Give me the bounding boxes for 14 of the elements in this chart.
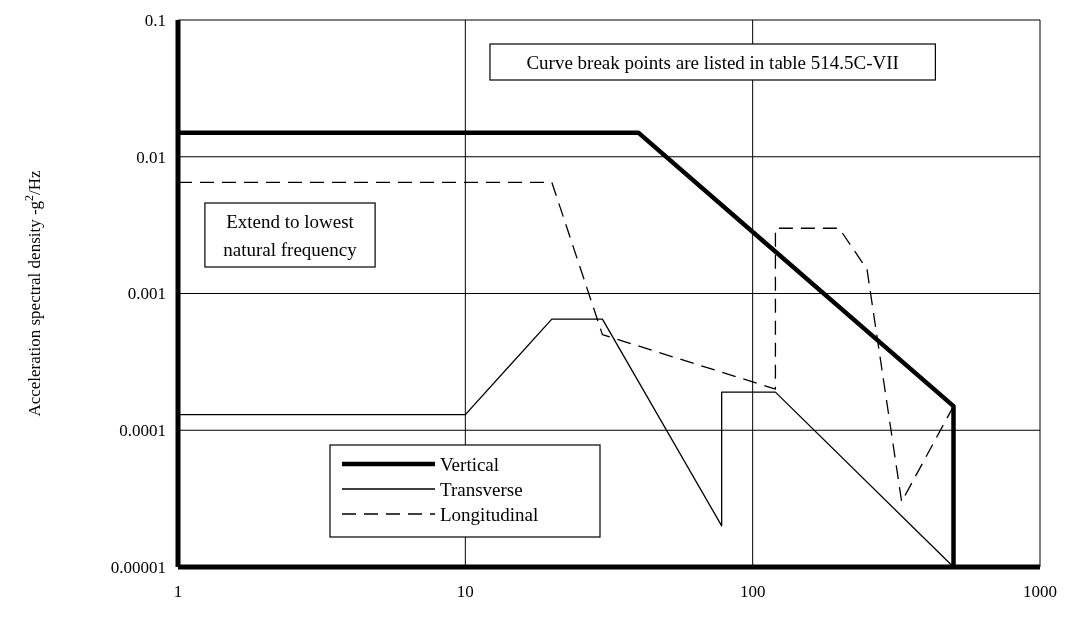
x-tick-label: 1000 [1023, 582, 1057, 601]
y-tick-label: 0.001 [127, 284, 166, 304]
legend-label: Longitudinal [440, 503, 539, 525]
y-tick-label: 0.0001 [119, 421, 166, 441]
y-tick-label: 0.00001 [110, 557, 166, 577]
legend-label: Transverse [440, 478, 523, 500]
x-tick-label: 100 [739, 582, 766, 601]
annotation: Extend to lowest natural frequency [223, 210, 358, 260]
y-tick-label: 0.1 [144, 10, 166, 30]
legend-label: Vertical [440, 453, 500, 475]
annotation: Curve break points are listed in table 514.5C-VII [526, 51, 899, 73]
x-tick-label: 1 [173, 582, 183, 601]
x-tick-label: 10 [456, 582, 474, 601]
y-tick-label: 0.01 [136, 147, 166, 167]
